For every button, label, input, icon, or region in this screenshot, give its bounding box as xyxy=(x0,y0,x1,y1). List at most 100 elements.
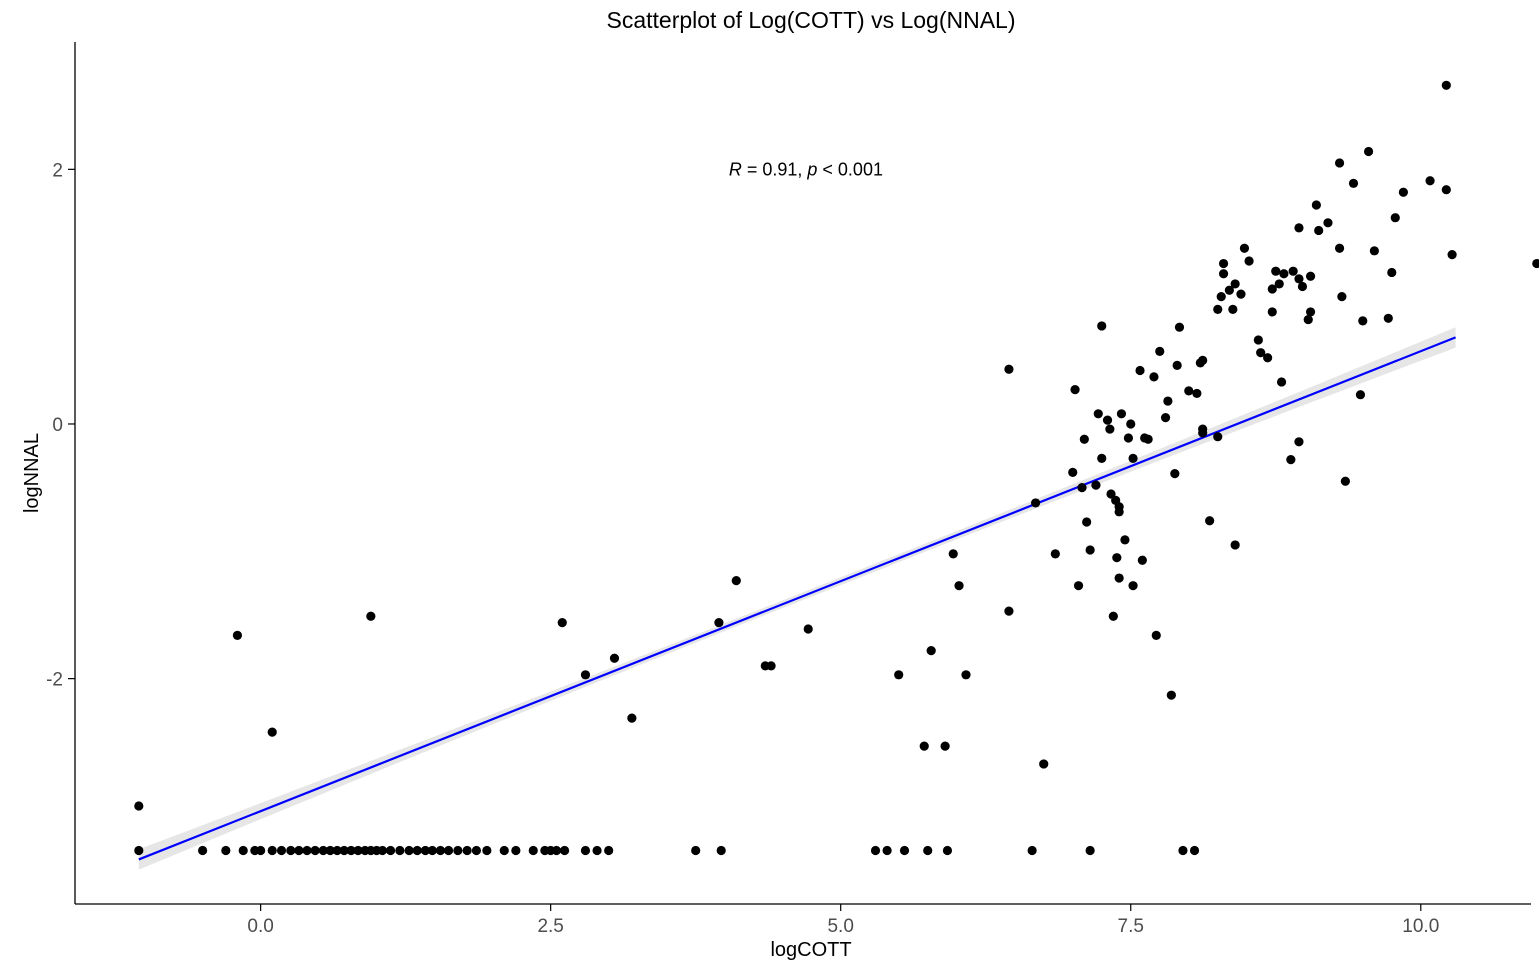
data-point xyxy=(1077,483,1087,493)
data-point xyxy=(1383,313,1393,323)
data-point xyxy=(232,630,243,640)
x-axis-title: logCOTT xyxy=(770,939,851,961)
data-point xyxy=(1151,630,1161,640)
data-point xyxy=(580,845,591,856)
data-point xyxy=(580,670,591,680)
x-tick-label: 7.5 xyxy=(1118,916,1144,937)
data-point xyxy=(1128,581,1138,591)
data-point xyxy=(1355,390,1366,400)
data-point xyxy=(1073,581,1084,591)
chart-title: Scatterplot of Log(COTT) vs Log(NNAL) xyxy=(606,7,1015,33)
data-point xyxy=(1170,469,1180,479)
data-point xyxy=(1218,258,1229,269)
data-point xyxy=(1198,428,1208,438)
data-point xyxy=(1108,611,1118,621)
data-point xyxy=(1334,243,1345,253)
correlation-annotation: R = 0.91, p < 0.001 xyxy=(729,159,883,179)
regression-line-layer xyxy=(138,336,1456,861)
data-point xyxy=(1340,476,1350,486)
data-point xyxy=(1174,322,1185,332)
x-tick-label: 0.0 xyxy=(247,916,273,937)
data-point xyxy=(942,845,953,856)
data-point xyxy=(1363,146,1374,157)
data-point xyxy=(1178,845,1188,856)
p-symbol: p xyxy=(806,159,817,179)
data-point xyxy=(385,845,396,856)
data-point xyxy=(412,845,422,856)
data-point xyxy=(1230,540,1240,550)
data-point xyxy=(1163,396,1173,406)
data-point xyxy=(1239,243,1250,253)
data-point xyxy=(1050,549,1060,559)
data-point xyxy=(1387,267,1397,278)
data-point xyxy=(1294,274,1304,284)
data-point xyxy=(1137,555,1147,565)
data-point xyxy=(1114,507,1124,517)
data-point xyxy=(1218,269,1229,279)
data-point xyxy=(1068,467,1078,477)
x-tick-label: 5.0 xyxy=(827,916,853,937)
data-point xyxy=(714,618,724,628)
data-point xyxy=(894,670,904,680)
data-point xyxy=(528,845,538,856)
data-point xyxy=(1143,434,1153,444)
data-point xyxy=(427,845,437,856)
data-point xyxy=(1286,455,1296,465)
data-point xyxy=(1213,304,1223,314)
data-point xyxy=(1441,80,1451,90)
data-point xyxy=(435,845,446,856)
data-point xyxy=(1369,246,1379,256)
data-point xyxy=(551,845,562,856)
data-point xyxy=(1425,176,1435,186)
data-point xyxy=(462,845,472,856)
data-point xyxy=(377,845,388,856)
data-point xyxy=(1348,178,1359,188)
data-point xyxy=(1097,321,1107,331)
data-point xyxy=(1297,281,1308,292)
x-tick-label: 10.0 xyxy=(1402,916,1439,937)
data-point xyxy=(1155,346,1165,357)
data-point xyxy=(1128,453,1138,463)
data-point xyxy=(339,845,349,856)
data-point xyxy=(609,653,620,663)
p-value: < 0.001 xyxy=(817,159,883,179)
data-point xyxy=(1288,266,1298,276)
x-tick-label: 2.5 xyxy=(537,916,563,937)
data-point xyxy=(961,670,971,680)
data-point xyxy=(1123,433,1134,443)
data-point xyxy=(294,845,304,856)
data-point xyxy=(346,845,356,856)
data-point xyxy=(332,845,342,856)
data-point xyxy=(1441,185,1451,195)
data-point xyxy=(198,845,208,856)
data-point xyxy=(604,845,614,856)
data-point xyxy=(1447,250,1457,260)
regression-line xyxy=(138,336,1456,861)
data-point xyxy=(1263,353,1273,363)
data-point xyxy=(256,845,266,856)
data-point xyxy=(1294,223,1304,233)
data-point xyxy=(882,845,892,856)
data-point xyxy=(1358,316,1368,326)
data-point xyxy=(926,646,936,656)
data-point xyxy=(1091,480,1101,490)
data-point xyxy=(318,845,328,856)
data-point xyxy=(1294,437,1304,447)
data-point xyxy=(1149,372,1159,382)
data-point xyxy=(499,845,509,856)
data-point xyxy=(1532,258,1539,269)
data-point xyxy=(1303,314,1313,325)
data-point xyxy=(1314,225,1324,236)
data-point xyxy=(1205,516,1215,526)
data-point xyxy=(627,713,637,723)
data-point xyxy=(443,845,454,856)
data-point xyxy=(691,845,701,856)
data-point xyxy=(1311,200,1321,210)
data-point xyxy=(267,845,277,856)
data-point xyxy=(1271,266,1281,276)
data-point xyxy=(511,845,521,856)
y-tick-label: 0 xyxy=(52,415,63,436)
data-point xyxy=(923,845,933,856)
data-point xyxy=(404,845,414,856)
